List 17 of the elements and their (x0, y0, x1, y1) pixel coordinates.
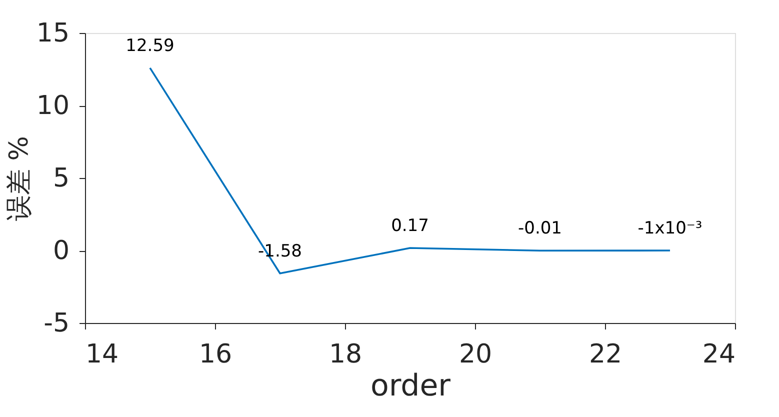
x-tick-label: 18 (328, 340, 362, 370)
x-tick-label: 14 (86, 340, 119, 370)
data-label: -1x10⁻³ (638, 218, 702, 239)
y-tick-label: -5 (44, 308, 70, 338)
y-tick-label: 5 (52, 164, 70, 194)
x-tick-label: 20 (458, 340, 492, 370)
x-axis-title: order (370, 368, 452, 404)
y-axis-title: 误差 % (4, 136, 34, 221)
x-tick-label: 16 (198, 340, 232, 370)
data-label: -0.01 (518, 218, 562, 239)
data-label: 0.17 (391, 216, 429, 236)
y-tick-label: 0 (52, 236, 70, 266)
y-tick-label: 15 (36, 18, 70, 48)
y-tick-label: 10 (36, 91, 70, 121)
x-tick-label: 24 (702, 340, 736, 370)
data-label: 12.59 (126, 36, 174, 56)
x-tick-label: 22 (588, 340, 622, 370)
